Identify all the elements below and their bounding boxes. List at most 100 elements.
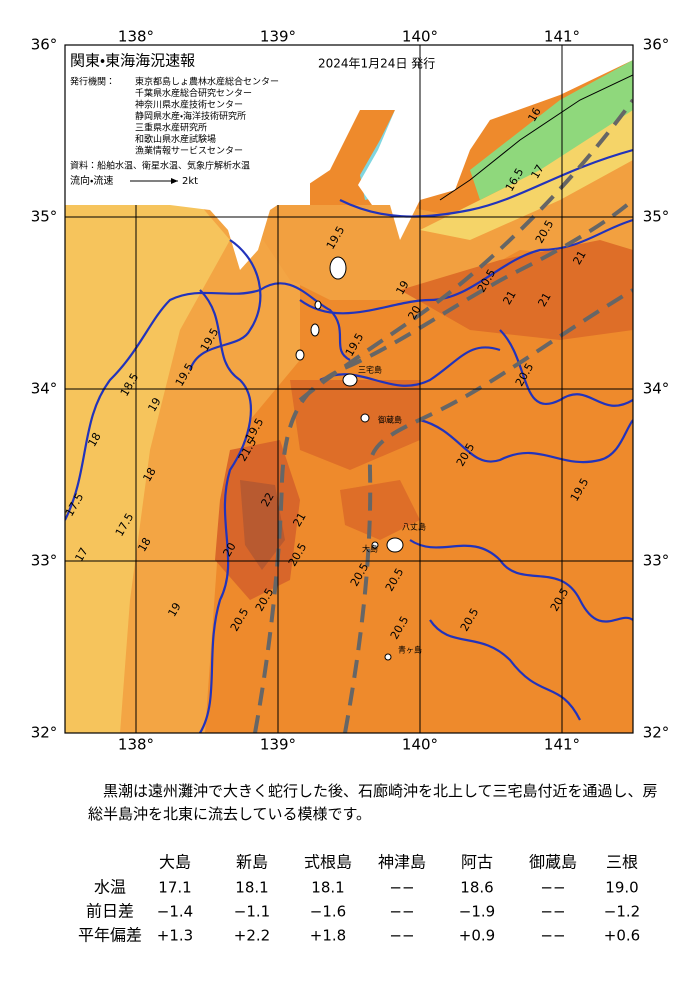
sea-warm xyxy=(340,480,420,540)
isotherm-label: 16 xyxy=(525,105,543,124)
isotherm-label: 20 xyxy=(220,540,238,559)
row-label: 平年偏差 xyxy=(78,926,142,945)
table-cell: −− xyxy=(540,879,565,897)
table-cell: −− xyxy=(540,903,565,921)
kuroshio-axis xyxy=(253,98,633,733)
table-header: 神津島 xyxy=(378,853,426,872)
isotherm-label: 21 xyxy=(570,248,588,267)
table-cell: +0.6 xyxy=(604,927,640,945)
map-field xyxy=(65,45,633,733)
issuer: 和歌山県水産試験場 xyxy=(135,133,216,145)
sea-coast xyxy=(420,100,633,240)
lon-label-bottom: 138° xyxy=(118,736,154,754)
summary: 黒潮は遠州灘沖で大きく蛇行した後、石廊崎沖を北上して三宅島付近を通過し、房総半島… xyxy=(88,782,658,823)
isotherm-label: 18 xyxy=(85,430,103,449)
table-cell: −1.2 xyxy=(604,903,640,921)
sea-cold xyxy=(65,205,230,733)
isotherm-label: 19 xyxy=(393,278,411,297)
isotherm-label: 21 xyxy=(500,288,518,307)
isotherm-label: 18 xyxy=(140,465,158,484)
lat-label-right: 33° xyxy=(643,552,670,570)
lon-label-bottom: 141° xyxy=(544,736,580,754)
table-cell: 17.1 xyxy=(158,879,191,897)
isotherm-label: 17 xyxy=(72,545,90,564)
info-box xyxy=(65,45,310,205)
row-label: 前日差 xyxy=(86,902,134,921)
table-header: 新島 xyxy=(236,853,268,872)
lon-label-top: 139° xyxy=(260,28,296,46)
row-label: 水温 xyxy=(94,878,126,897)
table-header: 式根島 xyxy=(304,853,352,872)
lat-label-right: 34° xyxy=(643,380,670,398)
sea-hot xyxy=(240,480,285,570)
legend-arrowhead xyxy=(171,178,178,184)
lat-label-right: 36° xyxy=(643,36,670,54)
lon-label-bottom: 140° xyxy=(402,736,438,754)
lat-label-right: 35° xyxy=(643,208,670,226)
lat-label-left: 34° xyxy=(31,380,58,398)
table-cell: 19.0 xyxy=(605,879,638,897)
lon-label-bottom: 139° xyxy=(260,736,296,754)
table-cell: 18.1 xyxy=(311,879,344,897)
island-label: 八丈島 xyxy=(402,522,426,532)
issuer: 神奈川県水産技術センター xyxy=(135,99,243,111)
lat-label-left: 35° xyxy=(31,208,58,226)
isotherm-label: 19 xyxy=(165,600,183,619)
sea-band xyxy=(240,120,633,300)
sea-warm xyxy=(400,240,633,340)
lat-label-left: 36° xyxy=(31,36,58,54)
isotherm-label: 18 xyxy=(135,535,153,554)
map-title: 関東・東海海況速報 xyxy=(70,52,195,70)
lat-label-left: 33° xyxy=(31,552,58,570)
lon-label-top: 138° xyxy=(118,28,154,46)
issue-date: 2024年1月24日 発行 xyxy=(318,57,435,71)
issuer: 漁業情報サービスセンター xyxy=(135,145,243,157)
island-label: 三宅島 xyxy=(358,365,382,375)
table-cell: −1.6 xyxy=(310,903,346,921)
table-cell: −1.4 xyxy=(157,903,193,921)
coastline xyxy=(439,74,633,201)
table-cell: −− xyxy=(389,879,414,897)
issuer-list: 東京都島しょ農林水産総合センター千葉県水産総合研究センター神奈川県水産技術センタ… xyxy=(135,76,279,157)
sea-green xyxy=(470,60,633,200)
table-header: 御蔵島 xyxy=(529,853,577,872)
island-label: 大島 xyxy=(362,544,378,554)
issuer-label: 発行機関： xyxy=(70,76,115,88)
table-cell: +2.2 xyxy=(234,927,270,945)
legend-label: 流向・流速 xyxy=(70,174,113,187)
table-cell: +0.9 xyxy=(459,927,495,945)
legend-speed: 2kt xyxy=(182,176,198,187)
lon-label-top: 140° xyxy=(402,28,438,46)
data-source: 資料：船舶水温、衛星水温、気象庁解析水温 xyxy=(70,160,250,172)
isotherm-label: 19 xyxy=(145,395,163,414)
table-header: 大島 xyxy=(159,853,191,872)
isotherm-label: 17 xyxy=(528,162,546,181)
table-cell: +1.3 xyxy=(157,927,193,945)
lon-label-top: 141° xyxy=(544,28,580,46)
isotherm-label: 21 xyxy=(535,290,553,309)
lat-label-left: 32° xyxy=(31,724,58,742)
lat-label-right: 32° xyxy=(643,724,670,742)
island-label: 青ヶ島 xyxy=(398,645,422,655)
table-cell: 18.1 xyxy=(235,879,268,897)
table-cell: −− xyxy=(389,903,414,921)
issuer: 三重県水産研究所 xyxy=(135,122,207,134)
table-header: 阿古 xyxy=(461,853,493,872)
table-cell: 18.6 xyxy=(460,879,493,897)
table-cell: −− xyxy=(389,927,414,945)
map-frame xyxy=(64,44,634,734)
isotherm-label: 21 xyxy=(290,510,308,529)
issuer: 東京都島しょ農林水産総合センター xyxy=(135,76,279,88)
table-cell: −1.1 xyxy=(234,903,270,921)
table-cell: −1.9 xyxy=(459,903,495,921)
isotherm-label: 22 xyxy=(258,490,276,509)
isotherm-label: 20 xyxy=(405,303,423,322)
table-cell: +1.8 xyxy=(310,927,346,945)
issuer: 静岡県水産・海洋技術研究所 xyxy=(135,110,246,122)
table-header: 三根 xyxy=(606,853,638,872)
issuer: 千葉県水産総合研究センター xyxy=(135,87,252,99)
island-label: 御蔵島 xyxy=(378,415,402,425)
isotherms xyxy=(65,148,633,733)
